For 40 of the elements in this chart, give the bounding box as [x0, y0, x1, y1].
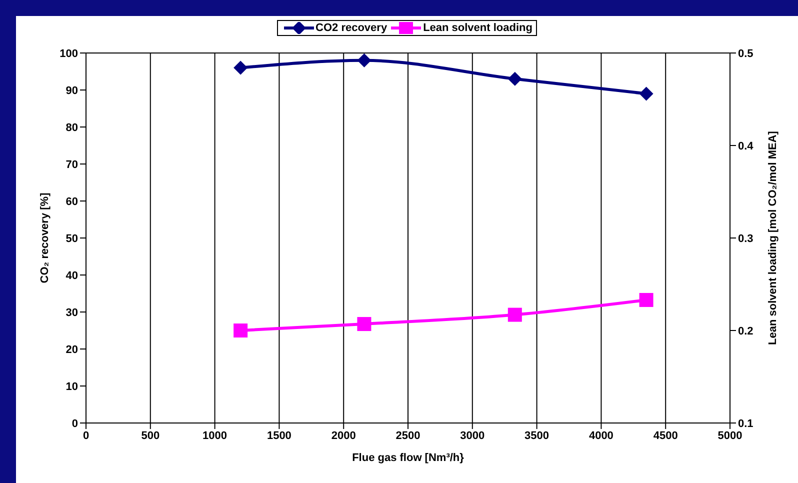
x-axis-title: Flue gas flow [Nm³/h} — [352, 452, 465, 464]
x-tick-label: 1500 — [266, 430, 292, 442]
point — [508, 308, 522, 322]
x-tick-label: 1000 — [202, 430, 228, 442]
point — [508, 72, 522, 86]
x-tick-label: 3500 — [524, 430, 550, 442]
y2-tick-label: 0.1 — [738, 418, 754, 430]
y-tick-label: 30 — [66, 306, 78, 319]
x-tick-label: 0 — [82, 430, 90, 442]
point — [357, 317, 372, 332]
legend-label: CO2 recovery — [314, 22, 388, 34]
point — [639, 86, 654, 101]
x-tick-label: 2000 — [331, 430, 356, 442]
y-tick-label: 70 — [66, 158, 78, 171]
x-tick-label: 3000 — [460, 430, 485, 442]
y2-tick-label: 0.4 — [738, 140, 754, 152]
y-tick-label: 20 — [66, 344, 78, 356]
y2-tick-label: 0.2 — [738, 325, 754, 338]
y2-tick-label: 0.5 — [738, 48, 754, 60]
point — [234, 60, 248, 75]
x-tick-label: 500 — [141, 430, 160, 442]
x-tick-label: 5000 — [718, 430, 742, 442]
legend-label: Lean solvent loading — [422, 22, 532, 34]
y-tick-label: 40 — [66, 270, 78, 282]
y-axis-title: CO₂ recovery [%] — [38, 192, 51, 284]
point — [357, 53, 372, 68]
y-tick-label: 0 — [72, 418, 78, 430]
x-tick-label: 2500 — [396, 430, 420, 442]
y-tick-label: 90 — [66, 84, 78, 97]
y-tick-label: 50 — [66, 232, 78, 245]
y2-tick-label: 0.3 — [738, 232, 754, 245]
x-tick-label: 4000 — [588, 430, 614, 442]
point — [639, 292, 654, 307]
y-tick-label: 10 — [66, 380, 78, 393]
y-tick-label: 100 — [60, 48, 78, 60]
y2-axis-title: Lean solvent loading [mol CO₂/mol MEA] — [766, 130, 779, 345]
x-tick-label: 4500 — [653, 430, 678, 442]
point — [234, 324, 248, 338]
y-tick-label: 80 — [66, 122, 78, 134]
y-tick-label: 60 — [66, 196, 78, 208]
